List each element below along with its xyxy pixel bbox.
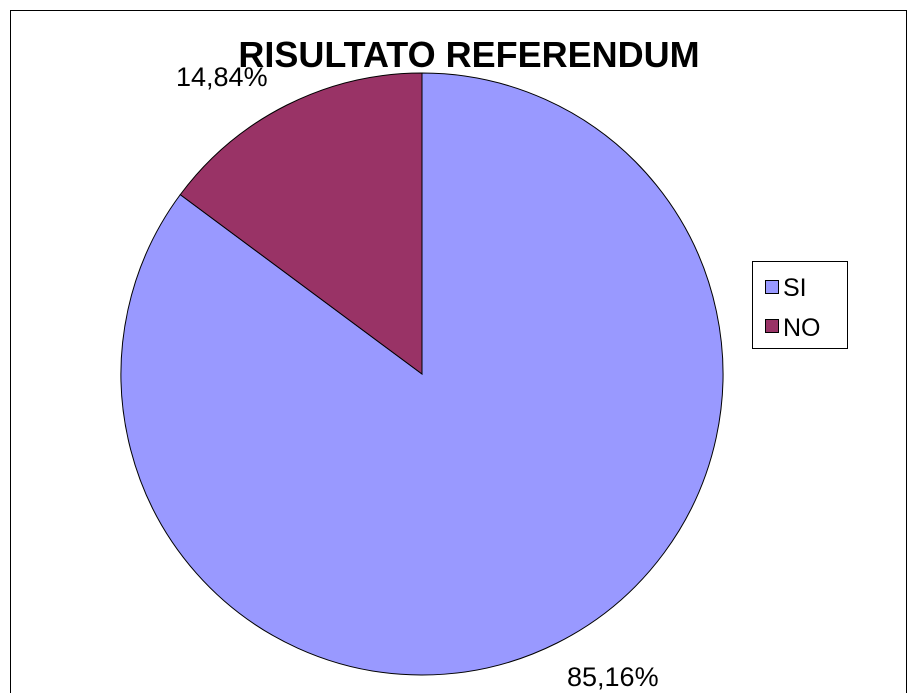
legend-label-si: SI [783, 274, 807, 302]
pie-slice-no [179, 72, 423, 375]
pie-slices [120, 72, 724, 676]
data-label-no: 14,84% [176, 62, 268, 92]
legend-swatch-no [765, 319, 779, 333]
legend-swatch-si [765, 280, 779, 294]
legend: SI NO [752, 261, 848, 349]
legend-label-no: NO [783, 314, 821, 342]
chart-title: RISULTATO REFERENDUM [238, 34, 699, 75]
legend-box [752, 261, 848, 349]
data-label-si: 85,16% [567, 662, 659, 692]
